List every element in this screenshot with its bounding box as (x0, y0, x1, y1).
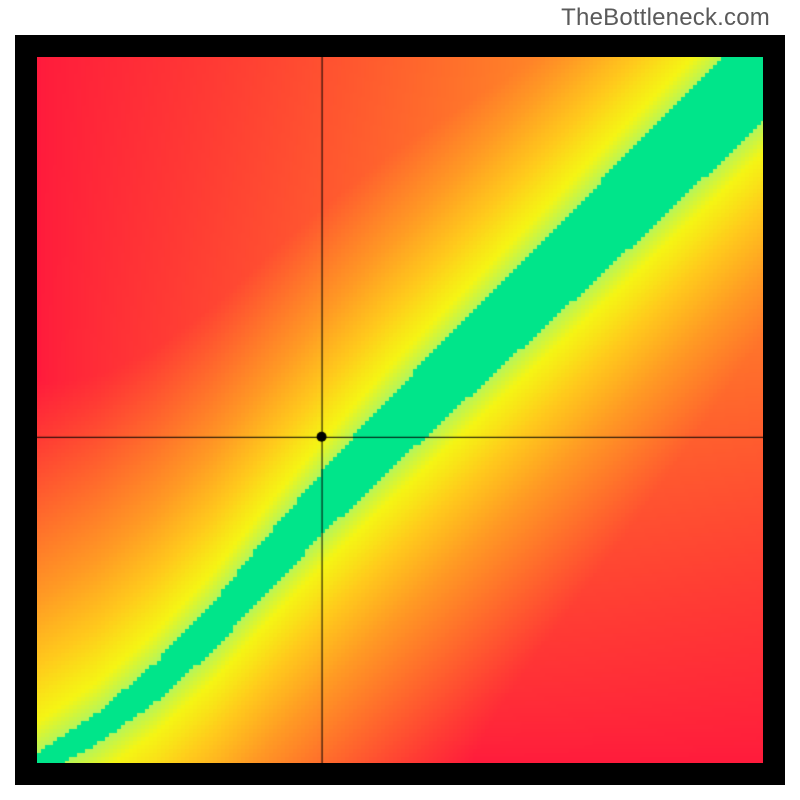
watermark-text: TheBottleneck.com (561, 4, 770, 32)
bottleneck-heatmap (37, 57, 763, 763)
chart-frame (15, 35, 785, 785)
chart-container: TheBottleneck.com (0, 0, 800, 800)
